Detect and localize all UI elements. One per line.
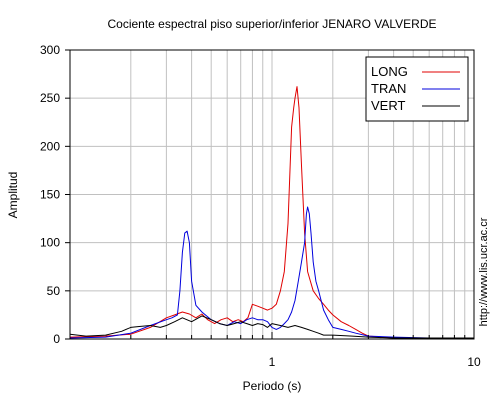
y-tick-label: 200 xyxy=(40,139,60,153)
series-lines xyxy=(69,86,474,339)
legend-label-vert: VERT xyxy=(371,98,405,113)
x-tick-label: 1 xyxy=(269,355,276,369)
x-tick-labels: 1 10 xyxy=(269,355,481,369)
y-tick-label: 50 xyxy=(47,284,61,298)
axis-ticks xyxy=(65,49,466,340)
y-tick-label: 150 xyxy=(40,188,60,202)
legend: LONG TRAN VERT xyxy=(365,56,469,122)
source-url-watermark: http://www.lis.ucr.ac.cr xyxy=(478,217,490,326)
series-line-tran xyxy=(69,206,474,339)
x-tick-label: 10 xyxy=(467,355,481,369)
y-axis-label: Amplitud xyxy=(6,172,20,219)
series-line-vert xyxy=(69,315,474,339)
y-tick-label: 300 xyxy=(40,43,60,57)
y-tick-label: 0 xyxy=(53,332,60,346)
legend-label-long: LONG xyxy=(371,64,408,79)
legend-label-tran: TRAN xyxy=(371,81,406,96)
y-tick-labels: 0 50 100 150 200 250 300 xyxy=(40,43,60,346)
legend-entries: LONG TRAN VERT xyxy=(371,64,460,113)
y-tick-label: 250 xyxy=(40,91,60,105)
x-axis-label: Periodo (s) xyxy=(243,379,302,393)
series-line-long xyxy=(69,86,474,339)
chart-title: Cociente espectral piso superior/inferio… xyxy=(107,17,436,31)
y-tick-label: 100 xyxy=(40,236,60,250)
